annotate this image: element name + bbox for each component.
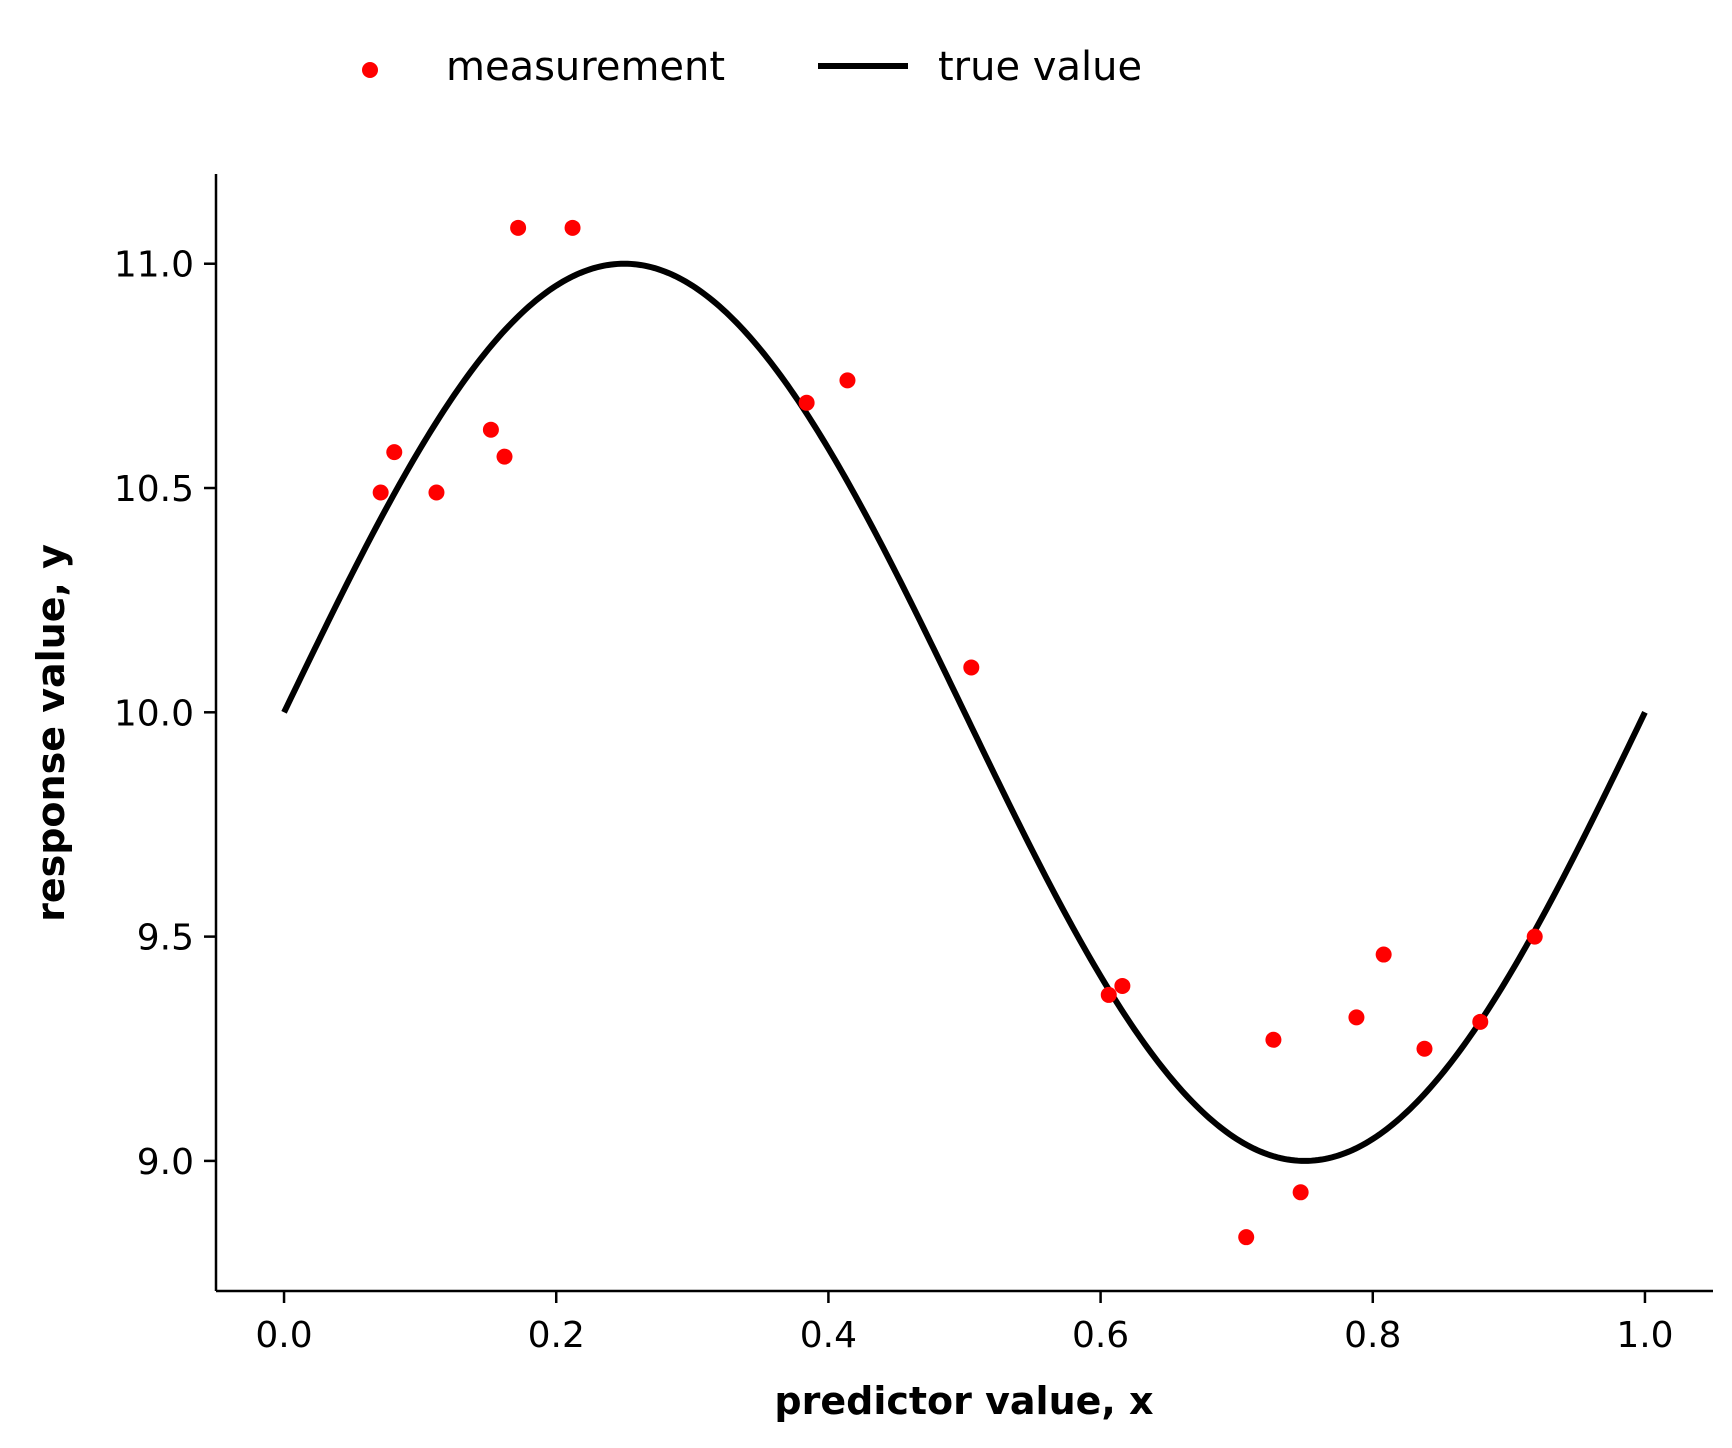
measurement-point — [1114, 977, 1131, 994]
measurement-point — [798, 394, 815, 411]
measurement-point — [496, 448, 513, 465]
x-ticks: 0.0 0.2 0.4 0.6 0.8 1.0 — [255, 1291, 1674, 1356]
y-axis-title: response value, y — [29, 544, 73, 922]
legend-measurement-label: measurement — [446, 44, 725, 90]
axes — [214, 174, 1713, 1293]
measurement-point — [1348, 1009, 1365, 1026]
x-tick-label: 1.0 — [1616, 1315, 1673, 1356]
x-axis-title: predictor value, x — [774, 1379, 1153, 1423]
x-tick-label: 0.8 — [1344, 1315, 1401, 1356]
y-ticks: 9.0 9.5 10.0 10.5 11.0 — [114, 245, 216, 1183]
y-tick-label: 10.0 — [114, 693, 194, 734]
measurement-point — [510, 219, 527, 236]
y-tick-label: 9.5 — [137, 918, 194, 959]
y-tick-label: 11.0 — [114, 245, 194, 286]
y-tick-label: 9.0 — [137, 1142, 194, 1183]
x-tick-label: 0.4 — [800, 1315, 857, 1356]
x-tick-label: 0.6 — [1072, 1315, 1129, 1356]
measurement-point — [564, 219, 581, 236]
measurement-point — [482, 421, 499, 438]
legend: measurement true value — [362, 44, 1142, 90]
measurement-point — [428, 484, 445, 501]
measurement-point — [1472, 1013, 1489, 1030]
measurement-point — [372, 484, 389, 501]
measurement-point — [1526, 928, 1543, 945]
measurement-point — [1238, 1229, 1255, 1246]
measurement-point — [963, 659, 980, 676]
x-tick-label: 0.0 — [255, 1315, 312, 1356]
legend-measurement-marker — [362, 62, 378, 78]
measurement-point — [1292, 1184, 1309, 1201]
measurement-point — [1416, 1040, 1433, 1057]
measurement-point — [1375, 946, 1392, 963]
measurement-point — [1265, 1031, 1282, 1048]
true-value-curve — [281, 260, 1648, 1164]
legend-true-value-label: true value — [938, 44, 1142, 90]
y-tick-label: 10.5 — [114, 469, 194, 510]
x-tick-label: 0.2 — [528, 1315, 585, 1356]
measurement-point — [839, 372, 856, 389]
measurement-point — [1100, 986, 1117, 1003]
measurement-point — [386, 444, 403, 461]
measurement-points — [372, 219, 1543, 1246]
